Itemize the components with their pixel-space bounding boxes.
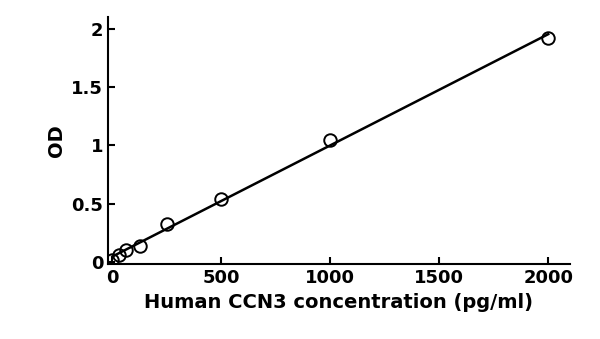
X-axis label: Human CCN3 concentration (pg/ml): Human CCN3 concentration (pg/ml) (145, 293, 533, 312)
Y-axis label: OD: OD (47, 124, 66, 157)
